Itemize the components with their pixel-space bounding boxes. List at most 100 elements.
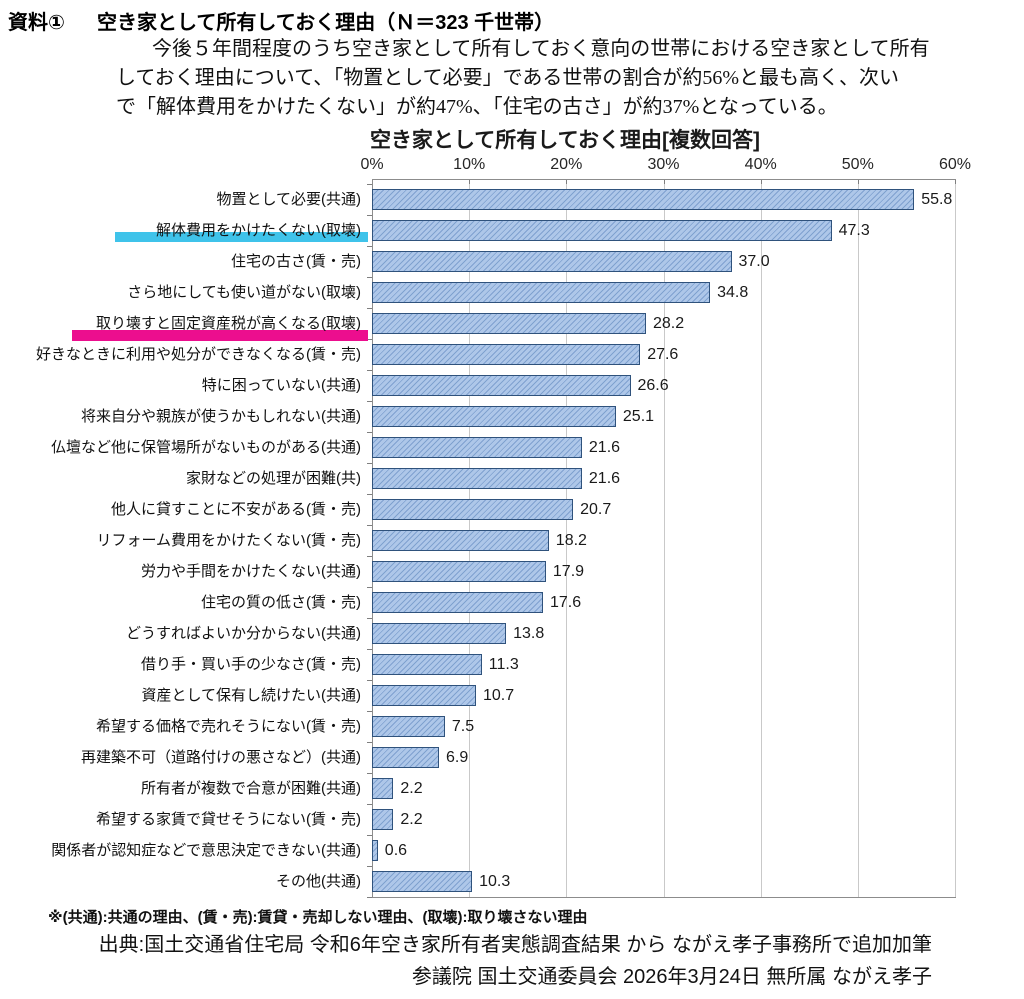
axis-tick bbox=[760, 179, 762, 184]
bar bbox=[372, 406, 616, 427]
value-label: 18.2 bbox=[555, 532, 587, 549]
category-tick bbox=[367, 618, 372, 619]
gridline bbox=[857, 179, 859, 897]
category-tick bbox=[367, 742, 372, 743]
value-label: 10.3 bbox=[479, 873, 511, 890]
value-label: 47.3 bbox=[838, 222, 870, 239]
bar bbox=[372, 189, 915, 210]
axis-tick bbox=[566, 179, 568, 184]
axis-tick bbox=[663, 179, 665, 184]
bar bbox=[372, 716, 445, 737]
category-label: 所有者が複数で合意が困難(共通) bbox=[141, 780, 361, 797]
gridline bbox=[566, 179, 568, 897]
category-label: 解体費用をかけたくない(取壊) bbox=[156, 222, 361, 239]
category-tick bbox=[367, 649, 372, 650]
x-axis-tick-label: 50% bbox=[841, 156, 874, 173]
bar bbox=[372, 220, 832, 241]
category-tick bbox=[367, 463, 372, 464]
bar bbox=[372, 375, 631, 396]
value-label: 20.7 bbox=[580, 501, 612, 518]
category-tick bbox=[367, 494, 372, 495]
source-line-2: 参議院 国土交通委員会 2026年3月24日 無所属 ながえ孝子 bbox=[411, 966, 932, 988]
bar bbox=[372, 871, 473, 892]
value-label: 17.9 bbox=[552, 563, 585, 580]
x-axis-tick-label: 20% bbox=[550, 156, 583, 173]
category-tick bbox=[367, 246, 372, 247]
category-label: 再建築不可（道路付けの悪さなど）(共通) bbox=[81, 749, 361, 766]
page-title: 空き家として所有しておく理由（Ｎ＝323 千世帯） bbox=[97, 12, 555, 34]
category-tick bbox=[367, 184, 372, 185]
highlight-magenta-underline bbox=[72, 330, 368, 341]
bar bbox=[372, 530, 549, 551]
category-label: 住宅の質の低さ(賃・売) bbox=[201, 594, 361, 611]
gridline bbox=[955, 179, 956, 897]
category-label: その他(共通) bbox=[276, 873, 361, 890]
category-label: どうすればよいか分からない(共通) bbox=[126, 625, 361, 642]
value-label: 21.6 bbox=[588, 470, 621, 487]
axis-tick bbox=[955, 179, 956, 184]
value-label: 0.6 bbox=[384, 842, 408, 859]
value-label: 6.9 bbox=[446, 749, 469, 766]
value-label: 11.3 bbox=[488, 656, 519, 673]
gridline bbox=[663, 179, 665, 897]
bar bbox=[372, 747, 439, 768]
bar bbox=[372, 561, 546, 582]
value-label: 21.6 bbox=[588, 439, 621, 456]
value-label: 26.6 bbox=[637, 377, 669, 394]
paragraph-line: 今後５年間程度のうち空き家として所有しておく意向の世帯における空き家として所有 bbox=[152, 38, 930, 60]
bar bbox=[372, 778, 394, 799]
category-label: 住宅の古さ(賃・売) bbox=[231, 253, 361, 270]
gridline bbox=[760, 179, 762, 897]
bar-chart: 0% 10% 20% 30% 40% 50% 60% 物置として必要(共通) 55.8 解体費用を… bbox=[0, 151, 1024, 911]
value-label: 25.1 bbox=[622, 408, 655, 425]
value-label: 37.0 bbox=[738, 253, 770, 270]
category-label: 家財などの処理が困難(共) bbox=[186, 470, 361, 487]
bar bbox=[372, 499, 574, 520]
category-tick bbox=[367, 308, 372, 309]
axis-tick bbox=[469, 179, 471, 184]
category-tick bbox=[367, 215, 372, 216]
paragraph-line: で「解体費用をかけたくない」が約47%、「住宅の古さ」が約37%となっている。 bbox=[116, 96, 838, 118]
category-label: 物置として必要(共通) bbox=[216, 191, 361, 208]
value-label: 27.6 bbox=[647, 346, 679, 363]
x-axis-tick-label: 10% bbox=[453, 156, 486, 173]
bar bbox=[372, 282, 711, 303]
category-tick bbox=[367, 339, 372, 340]
category-tick bbox=[367, 401, 372, 402]
category-label: 労力や手間をかけたくない(共通) bbox=[141, 563, 361, 580]
bar bbox=[372, 437, 582, 458]
bar bbox=[372, 251, 732, 272]
bar bbox=[372, 313, 646, 334]
chart-bottom-line bbox=[372, 897, 956, 898]
doc-label: 資料① bbox=[8, 12, 65, 34]
value-label: 2.2 bbox=[400, 811, 423, 828]
category-tick bbox=[367, 897, 372, 898]
category-label: 資産として保有し続けたい(共通) bbox=[141, 687, 361, 704]
value-label: 10.7 bbox=[483, 687, 515, 704]
bar bbox=[372, 840, 378, 861]
value-label: 34.8 bbox=[717, 284, 749, 301]
bar bbox=[372, 809, 394, 830]
bar bbox=[372, 685, 476, 706]
category-label: 好きなときに利用や処分ができなくなる(賃・売) bbox=[36, 346, 361, 363]
category-label: 関係者が認知症などで意思決定できない(共通) bbox=[51, 842, 361, 859]
category-label: 他人に貸すことに不安がある(賃・売) bbox=[111, 501, 361, 518]
value-label: 13.8 bbox=[513, 625, 545, 642]
source-line-1: 出典:国土交通省住宅局 令和6年空き家所有者実態調査結果 から ながえ孝子事務所… bbox=[98, 934, 932, 956]
value-label: 17.6 bbox=[550, 594, 582, 611]
category-label: 取り壊すと固定資産税が高くなる(取壊) bbox=[96, 315, 361, 332]
x-axis-tick-label: 30% bbox=[647, 156, 680, 173]
category-label: 特に困っていない(共通) bbox=[201, 377, 361, 394]
footnote: ※(共通):共通の理由、(賃・売):賃貸・売却しない理由、(取壊):取り壊さない… bbox=[48, 909, 588, 926]
category-label: さら地にしても使い道がない(取壊) bbox=[127, 284, 361, 301]
x-axis-tick-label: 60% bbox=[938, 156, 972, 173]
paragraph-line: しておく理由について、「物置として必要」である世帯の割合が約56%と最も高く、次… bbox=[116, 67, 900, 89]
category-label: 仏壇など他に保管場所がないものがある(共通) bbox=[51, 439, 361, 456]
category-tick bbox=[367, 773, 372, 774]
category-tick bbox=[367, 680, 372, 681]
bar bbox=[372, 654, 482, 675]
category-tick bbox=[367, 277, 372, 278]
category-tick bbox=[367, 525, 372, 526]
x-axis-tick-label: 0% bbox=[360, 156, 384, 173]
bar bbox=[372, 344, 641, 365]
